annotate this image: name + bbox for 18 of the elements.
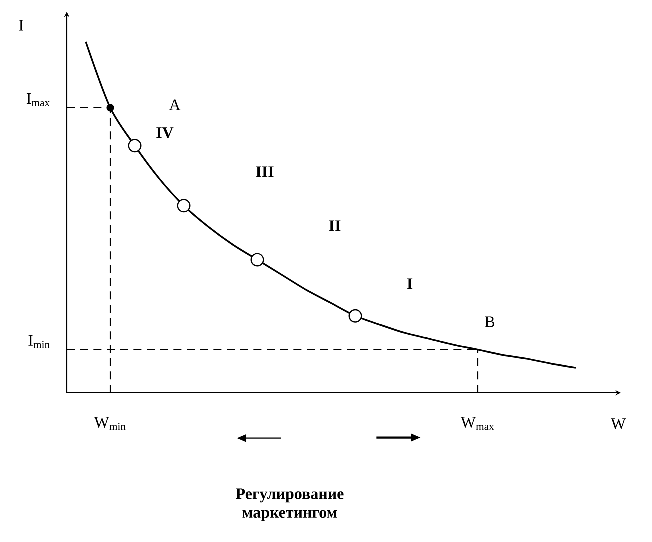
annotation: III	[256, 166, 274, 178]
annotation: A	[169, 100, 181, 110]
annotation: B	[485, 316, 495, 328]
point	[128, 139, 142, 153]
x-tick-label: W$_{max}$	[460, 417, 494, 430]
ref-line-label: I$_{max}$	[26, 93, 50, 106]
annotation: I	[407, 278, 413, 290]
annotation: IV	[156, 128, 174, 138]
x-tick-label: W$_{min}$	[94, 417, 126, 430]
point	[348, 309, 362, 323]
point	[106, 104, 114, 112]
annotation: II	[329, 220, 341, 232]
ref-line-label: I$_{min}$	[28, 335, 50, 348]
x-axis-title: W	[610, 418, 626, 430]
point	[250, 253, 264, 267]
text: Регулирование маркетингом	[236, 488, 344, 522]
point	[177, 199, 191, 213]
y-axis-title: I	[19, 20, 24, 31]
